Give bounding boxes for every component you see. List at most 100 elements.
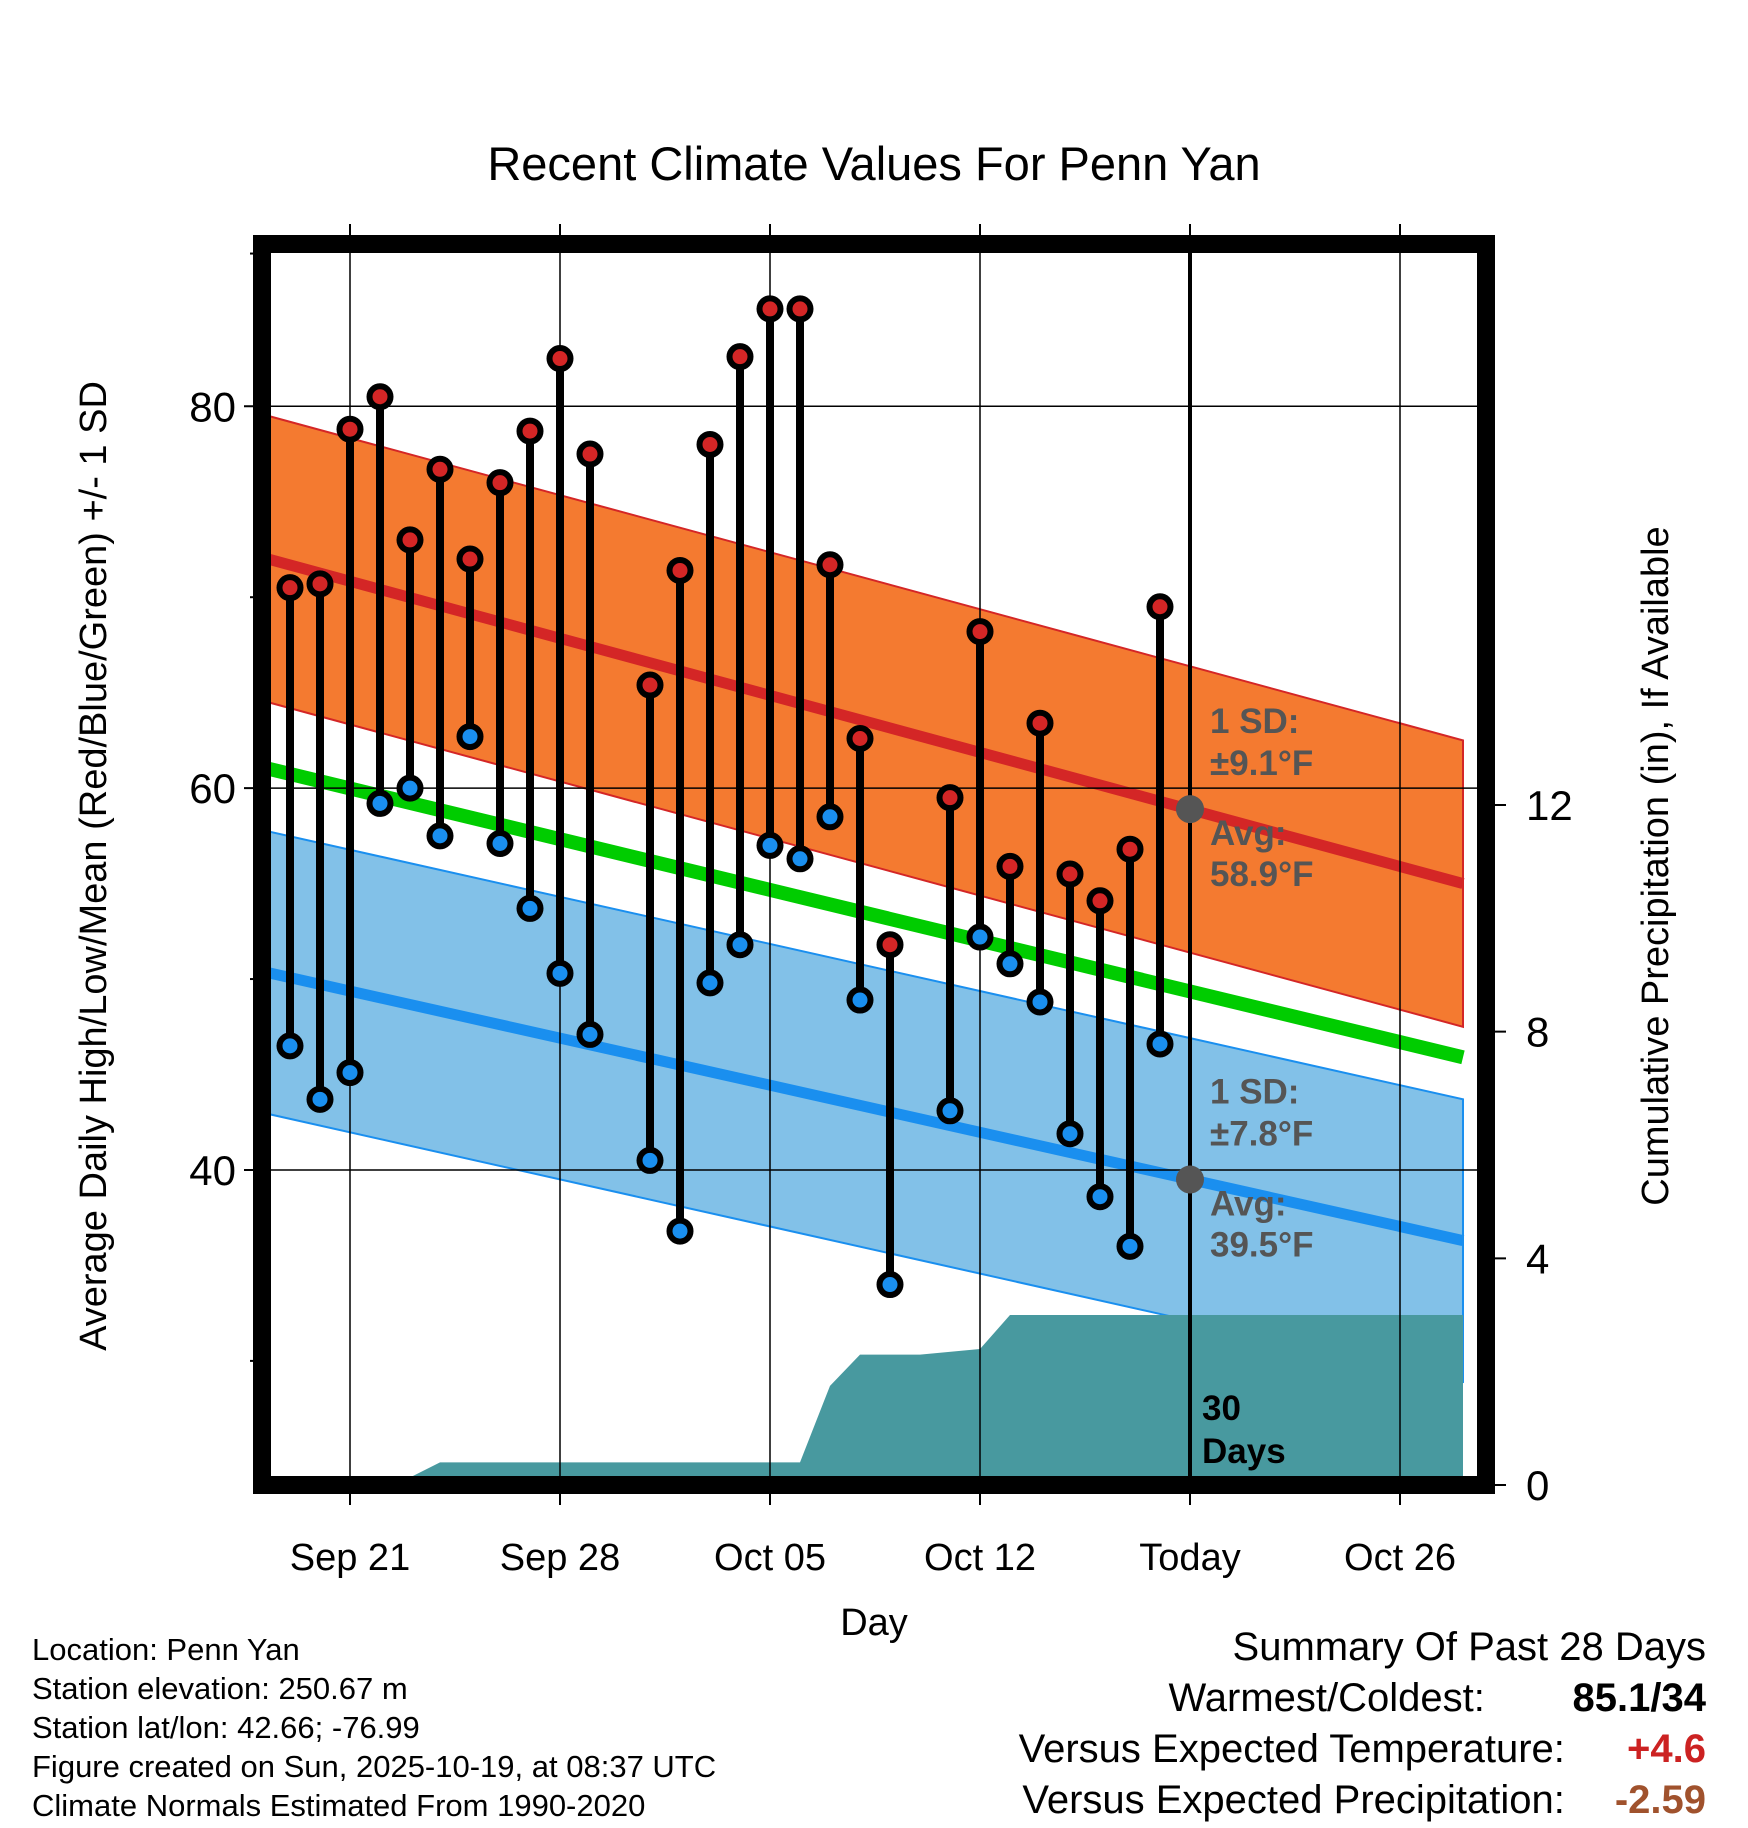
high-avg-today-marker [1176,795,1204,824]
x-tick-label: Sep 28 [500,1537,620,1579]
daily-high-point [726,343,754,371]
warm-cold-label: Warmest/Coldest: [1168,1676,1485,1720]
y-tick-label: 60 [189,765,236,812]
daily-high-point [366,383,394,411]
daily-low-point [636,1146,664,1174]
daily-low-point [876,1271,904,1299]
low-sd-label: 1 SD: [1210,1073,1299,1112]
high-avg-label: Avg: [1210,814,1286,853]
y2-axis-label: Cumulative Precipitation (in), If Availa… [1635,526,1677,1205]
daily-low-point [1056,1120,1084,1148]
daily-low-point [576,1020,604,1048]
daily-low-point [426,822,454,850]
daily-low-point [306,1085,334,1113]
daily-high-point [1086,887,1114,915]
precip-area [262,1315,1463,1485]
station-info: Location: Penn Yan Station elevation: 25… [32,1630,716,1825]
daily-high-point [966,618,994,646]
y2-tick-label: 0 [1526,1462,1549,1509]
daily-high-point [306,570,334,598]
daily-low-point [666,1217,694,1245]
daily-low-point [1116,1232,1144,1260]
precip-vs-expected-value: -2.59 [1614,1778,1706,1822]
daily-high-point [636,671,664,699]
days-word-label: Days [1202,1432,1286,1471]
daily-low-point [1086,1183,1114,1211]
daily-low-point [396,774,424,802]
daily-low-point [366,789,394,817]
daily-high-point [576,440,604,468]
low-avg-label: Avg: [1210,1185,1286,1224]
temp-vs-expected-label: Versus Expected Temperature: [1018,1727,1565,1771]
daily-high-point [786,295,814,323]
daily-high-point [996,852,1024,880]
daily-low-point [936,1097,964,1125]
high-avg-value: 58.9°F [1210,855,1314,894]
y-axis-label: Average Daily High/Low/Mean (Red/Blue/Gr… [73,381,115,1351]
daily-high-point [396,526,424,554]
latlon-text: Station lat/lon: 42.66; -76.99 [32,1710,420,1745]
temp-vs-expected-value: +4.6 [1627,1727,1706,1771]
daily-low-point [726,931,754,959]
location-text: Location: Penn Yan [32,1632,300,1667]
summary-warm-cold: Warmest/Coldest: 85.1/34 [1019,1673,1707,1724]
plot-frame [253,235,1495,1494]
daily-high-point [486,469,514,497]
daily-low-point [456,723,484,751]
x-tick-label: Oct 12 [924,1537,1036,1579]
daily-low-point [546,959,574,987]
daily-high-point [666,556,694,584]
x-tick-label: Oct 05 [714,1537,826,1579]
daily-low-point [786,845,814,873]
daily-high-point [846,724,874,752]
warm-cold-value: 85.1/34 [1572,1676,1706,1720]
daily-low-point [966,923,994,951]
daily-high-point [276,574,304,602]
y2-tick-label: 12 [1526,782,1573,829]
precip-vs-expected-label: Versus Expected Precipitation: [1022,1778,1565,1822]
daily-low-point [336,1059,364,1087]
daily-high-point [756,295,784,323]
daily-high-point [426,455,454,483]
high-sd-value: ±9.1°F [1210,744,1313,783]
daily-high-point [1056,860,1084,888]
daily-high-point [516,417,544,445]
x-tick-label: Oct 26 [1344,1537,1456,1579]
summary-title: Summary Of Past 28 Days [1232,1625,1706,1669]
elevation-text: Station elevation: 250.67 m [32,1671,408,1706]
daily-low-point [816,803,844,831]
daily-low-point [696,969,724,997]
low-sd-value: ±7.8°F [1210,1115,1313,1154]
daily-high-point [816,551,844,579]
daily-high-point [1116,835,1144,863]
daily-high-point [546,345,574,373]
daily-high-point [876,931,904,959]
low-avg-value: 39.5°F [1210,1226,1314,1265]
daily-low-point [846,986,874,1014]
daily-low-point [516,894,544,922]
low-normal-line [262,965,1465,1246]
daily-high-point [1026,709,1054,737]
daily-high-point [456,545,484,573]
daily-low-point [1026,988,1054,1016]
daily-low-point [756,831,784,859]
high-sd-label: 1 SD: [1210,702,1299,741]
low-avg-today-marker [1176,1165,1204,1194]
daily-low-point [276,1032,304,1060]
x-tick-label: Today [1139,1537,1240,1579]
daily-low-point [1146,1030,1174,1058]
x-tick-label: Sep 21 [290,1537,410,1579]
normals-text: Climate Normals Estimated From 1990-2020 [32,1788,646,1823]
daily-low-point [486,829,514,857]
daily-high-point [1146,593,1174,621]
summary-precip: Versus Expected Precipitation: -2.59 [1019,1775,1706,1826]
summary-temp: Versus Expected Temperature: +4.6 [1019,1724,1706,1775]
summary-panel: Summary Of Past 28 Days Warmest/Coldest:… [1019,1622,1706,1826]
daily-high-point [936,784,964,812]
high-normal-line [262,551,1465,889]
y2-tick-label: 8 [1526,1009,1549,1056]
y-tick-label: 80 [189,383,236,430]
